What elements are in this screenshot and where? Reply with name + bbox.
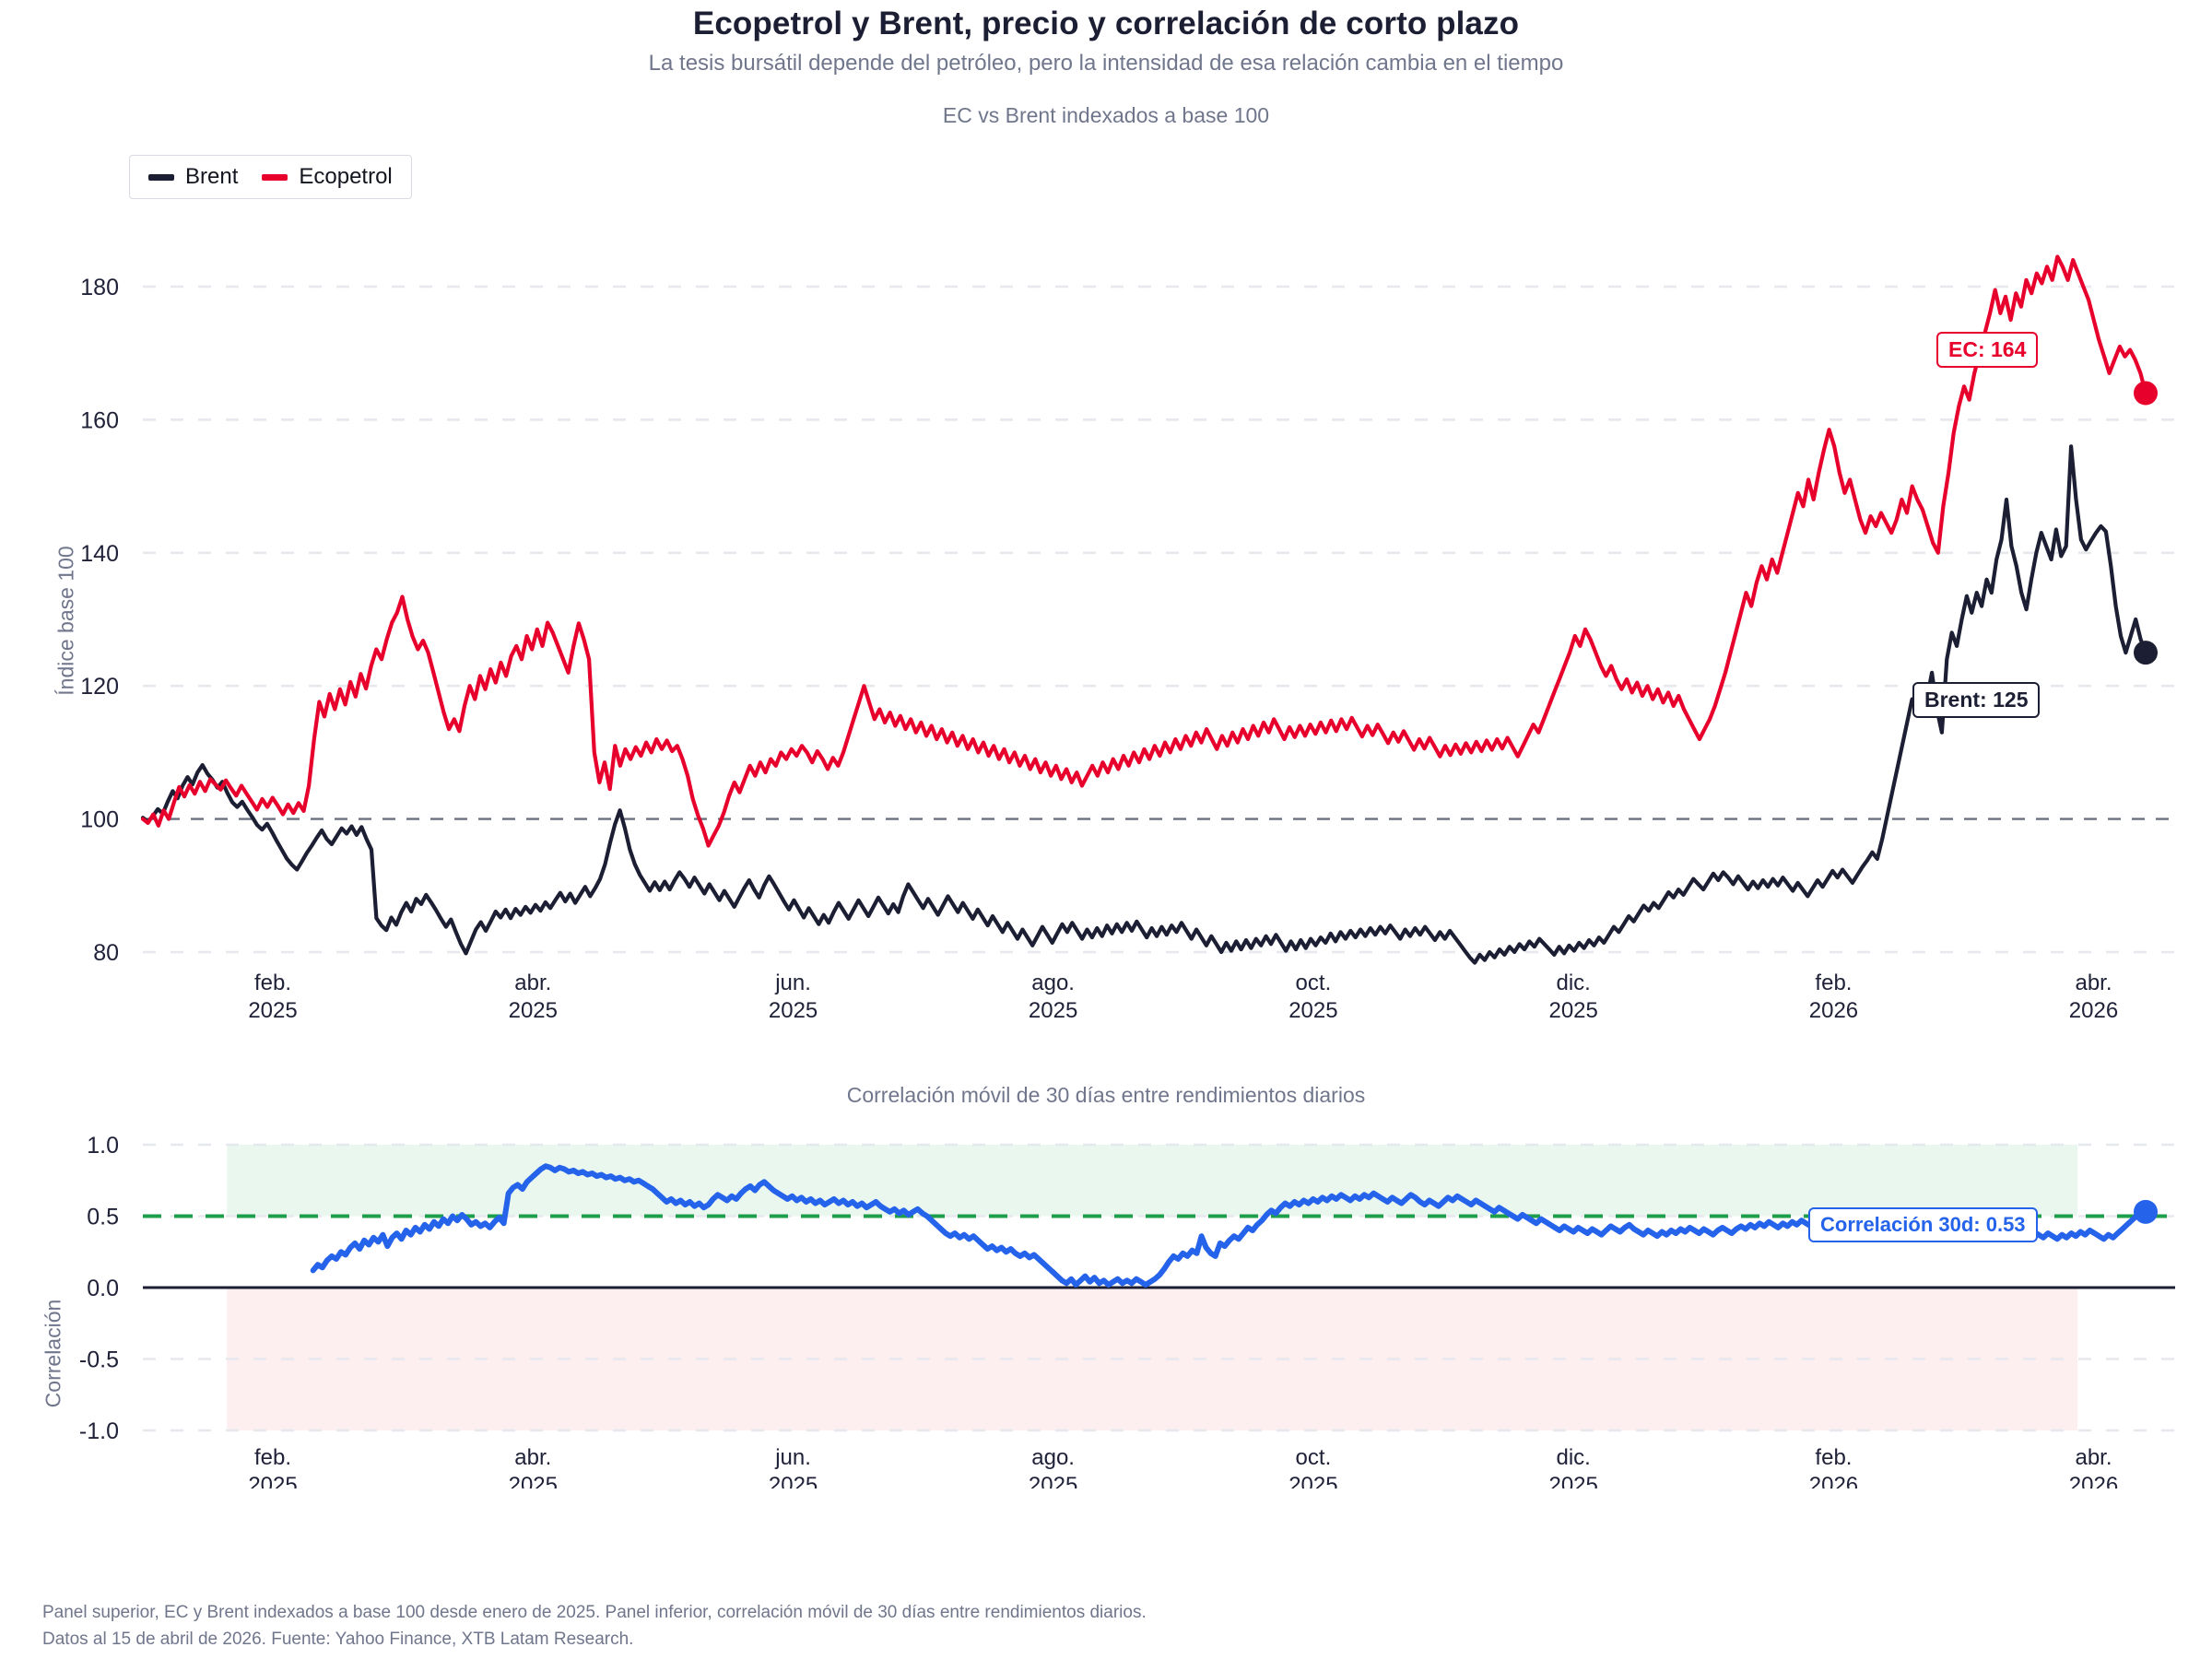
svg-text:oct.: oct. — [1296, 971, 1332, 995]
legend-swatch-ecopetrol — [262, 173, 288, 181]
svg-text:2025: 2025 — [509, 998, 558, 1023]
svg-text:2025: 2025 — [1288, 1473, 1337, 1488]
chart-footnote: Panel superior, EC y Brent indexados a b… — [42, 1599, 1147, 1653]
top-x-tick: abr. 2025 — [509, 971, 558, 1023]
annotation-brent: Brent: 125 — [1912, 682, 2041, 719]
page-subtitle: La tesis bursátil depende del petróleo, … — [648, 51, 1564, 76]
svg-text:2025: 2025 — [1029, 998, 1077, 1023]
bottom-panel-caption: Correlación móvil de 30 días entre rendi… — [846, 1083, 1366, 1107]
top-x-tick: feb. 2026 — [1809, 971, 1858, 1023]
svg-text:ago.: ago. — [1031, 971, 1075, 995]
legend-label-ecopetrol: Ecopetrol — [299, 164, 393, 189]
top-y-tick: 180 — [80, 275, 119, 300]
top-x-tick: oct. 2025 — [1288, 971, 1337, 1023]
bottom-y-tick: 1.0 — [87, 1133, 119, 1159]
svg-text:feb.: feb. — [254, 1445, 291, 1470]
bottom-y-tick: 0.5 — [87, 1205, 119, 1230]
end-marker-brent — [2134, 641, 2158, 665]
svg-text:dic.: dic. — [1556, 1445, 1590, 1470]
series-line-ecopetrol — [140, 254, 2148, 848]
rolling-correlation-chart: -1.0 -0.5 0.0 0.5 1.0 feb. 2025 abr. 2025 jun. 202… — [79, 1133, 2175, 1488]
bottom-x-tick: feb. 2025 — [248, 1445, 297, 1488]
legend-item-ecopetrol[interactable]: Ecopetrol — [262, 164, 393, 190]
svg-text:2025: 2025 — [509, 1473, 558, 1488]
svg-text:2025: 2025 — [248, 998, 297, 1023]
svg-text:2025: 2025 — [1029, 1473, 1077, 1488]
bottom-x-tick: feb. 2026 — [1809, 1445, 1858, 1488]
svg-text:2025: 2025 — [1548, 1473, 1597, 1488]
top-y-tick: 80 — [93, 940, 119, 966]
chart-legend[interactable]: Brent Ecopetrol — [129, 155, 412, 199]
bottom-x-tick: jun. 2025 — [769, 1445, 818, 1488]
bottom-y-tick: -1.0 — [79, 1418, 119, 1444]
svg-text:abr.: abr. — [514, 971, 551, 995]
end-marker-ecopetrol — [2134, 381, 2158, 406]
svg-text:abr.: abr. — [2075, 971, 2112, 995]
bottom-x-tick: dic. 2025 — [1548, 1445, 1597, 1488]
svg-text:2025: 2025 — [248, 1473, 297, 1488]
page-title: Ecopetrol y Brent, precio y correlación … — [692, 6, 1520, 41]
top-x-tick: jun. 2025 — [769, 971, 818, 1023]
top-x-tick: feb. 2025 — [248, 971, 297, 1023]
svg-text:2026: 2026 — [1809, 998, 1858, 1023]
bottom-y-tick: 0.0 — [87, 1276, 119, 1301]
indexed-prices-chart: 80 100 120 140 160 180 feb. 2025 abr. 2025 jun. 202… — [80, 254, 2175, 1023]
svg-text:2026: 2026 — [2069, 1473, 2118, 1488]
legend-swatch-brent — [148, 173, 174, 181]
bottom-y-axis-label: Correlación — [41, 1299, 65, 1408]
top-x-tick: ago. 2025 — [1029, 971, 1077, 1023]
svg-text:feb.: feb. — [1815, 1445, 1852, 1470]
svg-text:2026: 2026 — [2069, 998, 2118, 1023]
svg-text:abr.: abr. — [514, 1445, 551, 1470]
svg-text:2026: 2026 — [1809, 1473, 1858, 1488]
series-line-brent — [140, 444, 2148, 965]
end-marker-correlation — [2134, 1199, 2158, 1224]
top-y-tick: 120 — [80, 674, 119, 700]
annotation-ecopetrol: EC: 164 — [1936, 332, 2039, 369]
footnote-line-2: Datos al 15 de abril de 2026. Fuente: Ya… — [42, 1630, 634, 1650]
svg-text:2025: 2025 — [769, 998, 818, 1023]
top-x-tick: abr. 2026 — [2069, 971, 2118, 1023]
positive-correlation-band — [227, 1145, 2078, 1217]
svg-text:2025: 2025 — [769, 1473, 818, 1488]
bottom-x-tick: ago. 2025 — [1029, 1445, 1077, 1488]
svg-text:dic.: dic. — [1556, 971, 1590, 995]
svg-text:2025: 2025 — [1288, 998, 1337, 1023]
top-y-axis-label: Índice base 100 — [53, 546, 78, 696]
bottom-x-tick: abr. 2026 — [2069, 1445, 2118, 1488]
svg-text:ago.: ago. — [1031, 1445, 1075, 1470]
legend-item-brent[interactable]: Brent — [148, 164, 238, 190]
svg-text:feb.: feb. — [1815, 971, 1852, 995]
top-y-tick: 140 — [80, 541, 119, 567]
svg-text:jun.: jun. — [774, 971, 811, 995]
legend-label-brent: Brent — [185, 164, 239, 189]
top-x-tick: dic. 2025 — [1548, 971, 1597, 1023]
svg-text:feb.: feb. — [254, 971, 291, 995]
svg-text:2025: 2025 — [1548, 998, 1597, 1023]
top-y-tick: 160 — [80, 407, 119, 433]
top-panel-caption: EC vs Brent indexados a base 100 — [942, 103, 1270, 127]
svg-text:jun.: jun. — [774, 1445, 811, 1470]
svg-text:abr.: abr. — [2075, 1445, 2112, 1470]
bottom-y-tick: -0.5 — [79, 1347, 119, 1373]
bottom-x-tick: abr. 2025 — [509, 1445, 558, 1488]
svg-text:oct.: oct. — [1296, 1445, 1332, 1470]
footnote-line-1: Panel superior, EC y Brent indexados a b… — [42, 1603, 1147, 1622]
annotation-correlation: Correlación 30d: 0.53 — [1808, 1207, 2038, 1243]
bottom-x-tick: oct. 2025 — [1288, 1445, 1337, 1488]
top-y-tick: 100 — [80, 807, 119, 833]
